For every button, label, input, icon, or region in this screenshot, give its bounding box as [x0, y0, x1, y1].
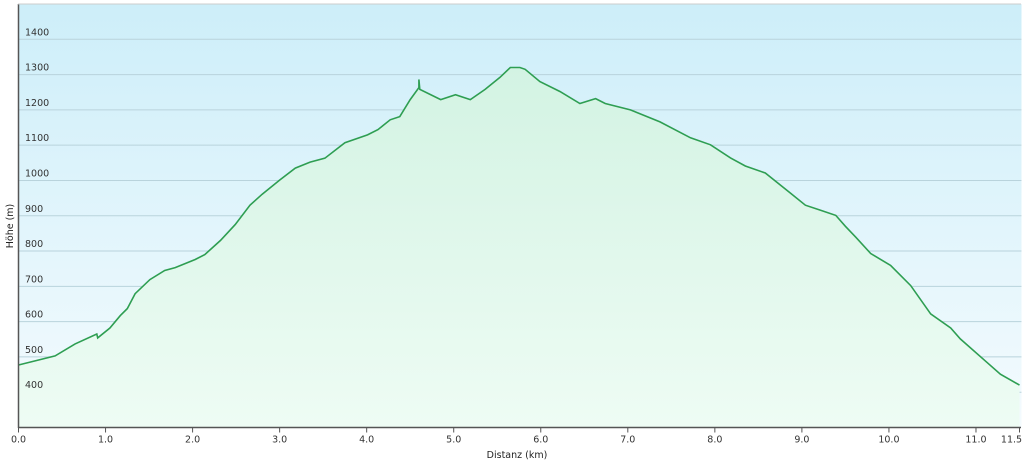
x-tick-label: 0.0: [11, 435, 26, 446]
y-tick-label: 1300: [25, 63, 49, 74]
elevation-line: [18, 66, 1020, 386]
y-tick-label: 400: [25, 380, 43, 391]
x-tick-label: 8.0: [707, 435, 722, 446]
y-tick-label: 1100: [25, 133, 49, 144]
x-tick-label: 7.0: [620, 435, 635, 446]
x-tick-label: 3.0: [272, 435, 287, 446]
x-tick-label: 6.0: [533, 435, 548, 446]
x-tick-label: 10.0: [878, 435, 899, 446]
elevation-area: [18, 67, 1020, 428]
x-tick-label: 11.0: [965, 435, 986, 446]
y-tick-label: 900: [25, 204, 43, 215]
y-axis-ticks: 400 500 600 700 800 900 1000 1100 1200 1300 1400: [25, 27, 49, 391]
x-axis-ticks: 0.0 1.0 2.0 3.0 4.0 5.0 6.0 7.0 8.0 9.0 10.0 11.0 11…: [11, 427, 1022, 446]
y-tick-label: 700: [25, 274, 43, 285]
x-tick-label: 2.0: [185, 435, 200, 446]
x-tick-label: 5.0: [446, 435, 461, 446]
y-tick-label: 1400: [25, 27, 49, 38]
y-tick-label: 1000: [25, 168, 49, 179]
y-axis-label: Höhe (m): [5, 204, 16, 249]
y-tick-label: 1200: [25, 98, 49, 109]
y-tick-label: 500: [25, 345, 43, 356]
x-tick-label: 11.5: [1001, 435, 1022, 446]
x-tick-label: 1.0: [98, 435, 113, 446]
x-tick-label: 4.0: [359, 435, 374, 446]
x-tick-label: 9.0: [794, 435, 809, 446]
y-tick-label: 800: [25, 239, 43, 250]
x-axis-label: Distanz (km): [487, 450, 548, 461]
y-tick-label: 600: [25, 310, 43, 321]
